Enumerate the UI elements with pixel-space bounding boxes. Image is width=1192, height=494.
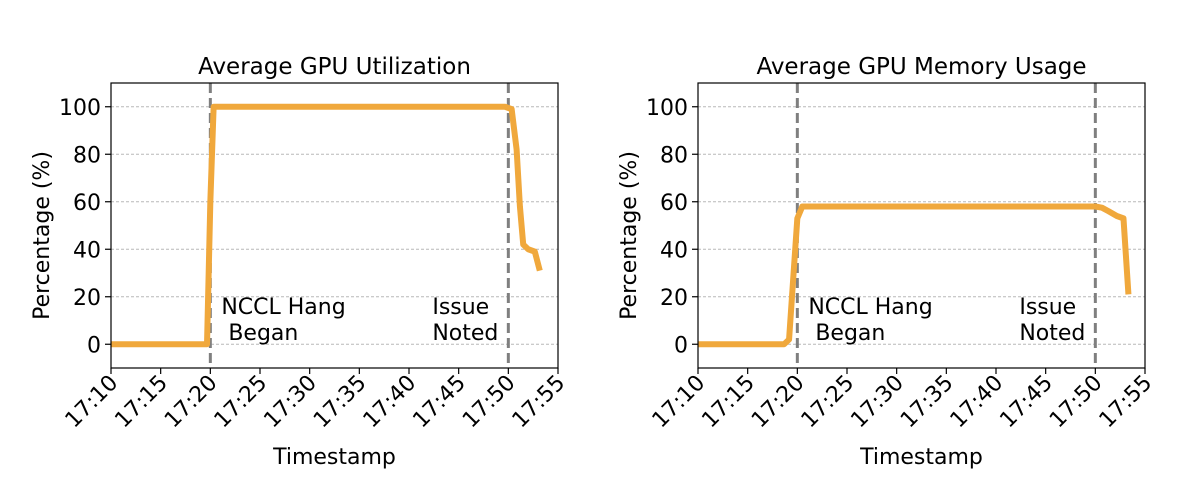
x-tick-label: 17:40 <box>359 371 422 434</box>
event-annotation: Began <box>808 321 885 346</box>
y-axis-label: Percentage (%) <box>30 151 55 320</box>
y-tick-label: 0 <box>674 333 688 358</box>
x-tick-label: 17:45 <box>408 371 471 434</box>
x-tick-label: 17:55 <box>1095 371 1158 434</box>
y-tick-label: 40 <box>660 238 688 263</box>
x-tick-label: 17:55 <box>508 371 571 434</box>
plot-frame <box>110 82 559 369</box>
x-tick-label: 17:15 <box>110 371 173 434</box>
x-tick-label: 17:20 <box>160 371 223 434</box>
chart-title: Average GPU Memory Usage <box>756 54 1086 80</box>
x-axis-label: Timestamp <box>272 445 396 470</box>
y-tick-label: 60 <box>73 191 101 216</box>
x-tick-label: 17:10 <box>648 371 711 434</box>
x-axis-label: Timestamp <box>859 445 983 470</box>
x-tick-label: 17:40 <box>946 371 1009 434</box>
event-annotation: Noted <box>1019 321 1085 346</box>
y-tick-label: 20 <box>73 286 101 311</box>
y-tick-label: 20 <box>660 286 688 311</box>
x-tick-label: 17:45 <box>995 371 1058 434</box>
y-tick-label: 60 <box>660 191 688 216</box>
x-tick-label: 17:50 <box>458 371 521 434</box>
y-tick-label: 80 <box>73 143 101 168</box>
y-tick-label: 100 <box>646 96 688 121</box>
x-tick-label: 17:20 <box>747 371 810 434</box>
y-tick-label: 100 <box>59 96 101 121</box>
chart-title: Average GPU Utilization <box>198 54 471 80</box>
chart-panel-1: 02040608010017:1017:1517:2017:2517:3017:… <box>30 54 570 470</box>
y-tick-label: 80 <box>660 143 688 168</box>
x-tick-label: 17:25 <box>797 371 860 434</box>
event-annotation: Noted <box>432 321 498 346</box>
y-tick-label: 40 <box>73 238 101 263</box>
x-tick-label: 17:25 <box>210 371 273 434</box>
y-tick-label: 0 <box>87 333 101 358</box>
x-tick-label: 17:35 <box>309 371 372 434</box>
event-annotation: Began <box>221 321 298 346</box>
x-tick-label: 17:10 <box>61 371 124 434</box>
series-line <box>111 103 543 348</box>
x-tick-label: 17:50 <box>1045 371 1108 434</box>
plot-frame <box>697 82 1146 369</box>
event-annotation: NCCL Hang <box>221 295 345 320</box>
x-tick-label: 17:30 <box>259 371 322 434</box>
event-annotation: Issue <box>1019 295 1076 320</box>
x-tick-label: 17:30 <box>846 371 909 434</box>
chart-panel-2: 02040608010017:1017:1517:2017:2517:3017:… <box>617 54 1157 470</box>
event-annotation: Issue <box>432 295 489 320</box>
x-tick-label: 17:15 <box>697 371 760 434</box>
y-axis-label: Percentage (%) <box>617 151 642 320</box>
x-tick-label: 17:35 <box>896 371 959 434</box>
event-annotation: NCCL Hang <box>808 295 932 320</box>
series-line <box>698 203 1132 348</box>
